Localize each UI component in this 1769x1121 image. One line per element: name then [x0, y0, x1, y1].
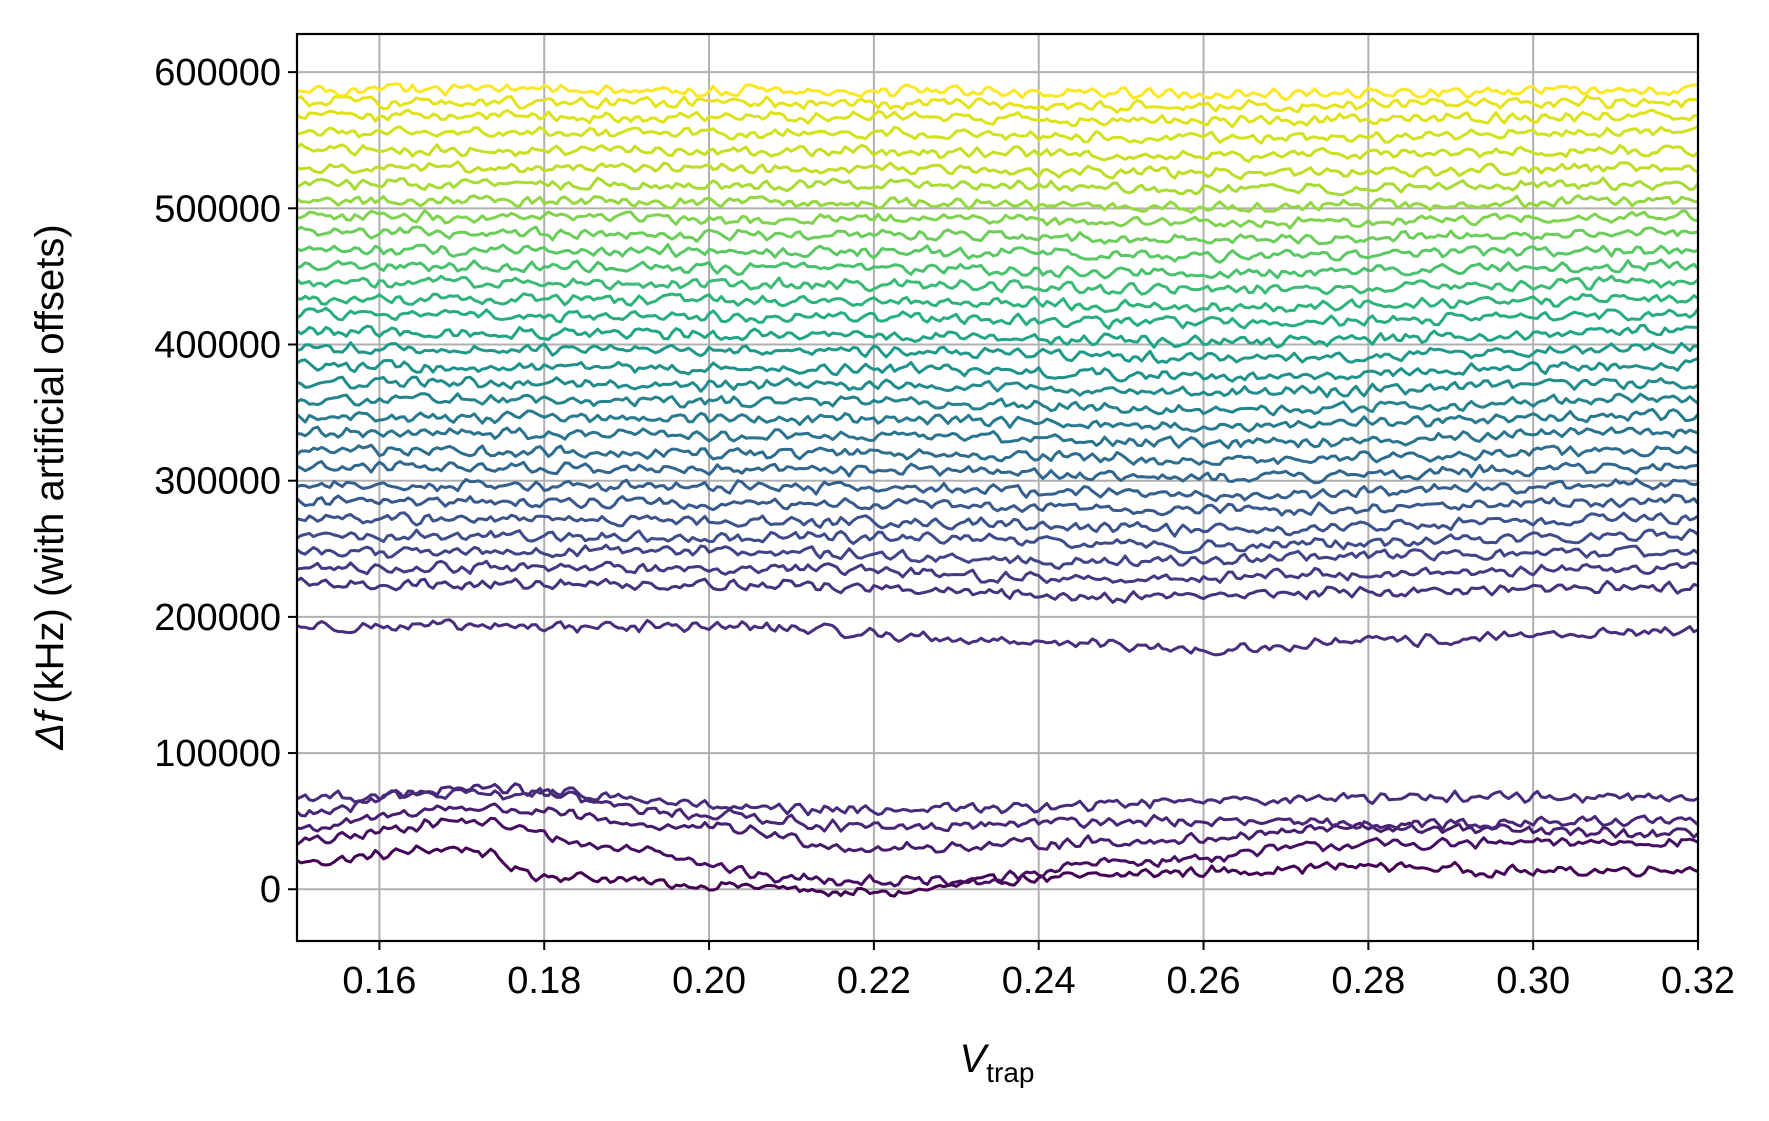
series-line [297, 618, 1698, 657]
x-tick-label: 0.16 [342, 960, 416, 1002]
series-line [297, 576, 1698, 604]
series-line [297, 243, 1698, 264]
x-tick-label: 0.32 [1661, 960, 1735, 1002]
series-line [297, 477, 1698, 503]
x-tick-label: 0.26 [1167, 960, 1241, 1002]
series-line [297, 511, 1698, 538]
x-tick-label: 0.20 [672, 960, 746, 1002]
y-tick-label: 400000 [154, 325, 281, 367]
series-line [297, 142, 1698, 163]
series-line [297, 108, 1698, 129]
y-axis-title: Δf (kHz) (with artificial offsets) [28, 224, 72, 750]
series-line [297, 306, 1698, 330]
series-line [297, 292, 1698, 313]
series-line [297, 443, 1698, 466]
x-axis-title-main: V [960, 1037, 990, 1081]
series-line [297, 782, 1698, 833]
x-tick-label: 0.18 [507, 960, 581, 1002]
series-line [297, 176, 1698, 196]
ticks: 0.16 0.18 0.20 0.22 0.24 0.26 0.28 0.30 0.32 0 100… [154, 52, 1735, 1002]
y-tick-label: 600000 [154, 52, 281, 94]
series-line [297, 323, 1698, 349]
series-line [297, 274, 1698, 296]
y-tick-label: 200000 [154, 597, 281, 639]
x-tick-label: 0.28 [1331, 960, 1405, 1002]
x-tick-label: 0.30 [1496, 960, 1570, 1002]
x-axis-title: Vtrap [960, 1037, 1035, 1088]
y-tick-label: 500000 [154, 188, 281, 230]
series-line [297, 194, 1698, 214]
series-line [297, 225, 1698, 246]
series-line [297, 125, 1698, 145]
series-line [297, 209, 1698, 230]
series-line [297, 559, 1698, 585]
series-line [297, 94, 1698, 114]
series-line [297, 375, 1698, 399]
x-tick-label: 0.22 [837, 960, 911, 1002]
series-line [297, 408, 1698, 433]
y-axis-title-rest: (kHz) (with artificial offsets) [28, 224, 72, 703]
series-line [297, 786, 1698, 817]
series-line [297, 357, 1698, 383]
y-tick-label: 300000 [154, 461, 281, 503]
series-line [297, 258, 1698, 280]
series-line [297, 460, 1698, 485]
series-line [297, 425, 1698, 450]
series-line [297, 493, 1698, 517]
series-line [297, 341, 1698, 364]
y-tick-label: 100000 [154, 733, 281, 775]
y-axis-title-delta-f: Δf [28, 708, 72, 751]
series-line [297, 160, 1698, 181]
series-line [297, 816, 1698, 888]
series-line [297, 392, 1698, 417]
x-tick-label: 0.24 [1002, 960, 1076, 1002]
y-tick-label: 0 [260, 869, 281, 911]
series-line [297, 802, 1698, 854]
series-group [297, 82, 1698, 898]
x-axis-title-subscript: trap [986, 1057, 1034, 1088]
series-line [297, 82, 1698, 102]
series-line [297, 844, 1698, 898]
series-line [297, 543, 1698, 570]
plot-frame [295, 32, 1700, 943]
series-line [297, 528, 1698, 555]
